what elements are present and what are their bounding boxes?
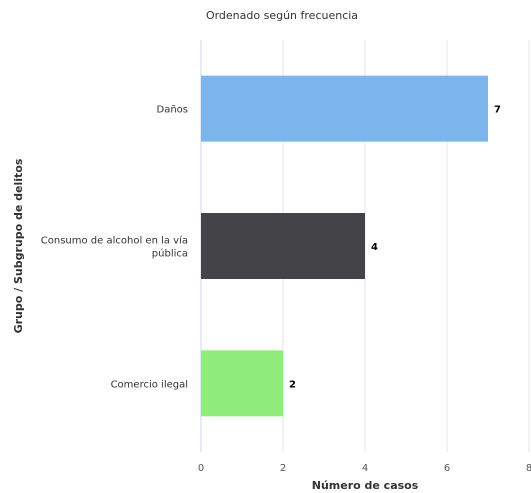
data-label: 4 <box>371 242 378 253</box>
category-label: Consumo de alcohol en la vía pública <box>41 235 188 260</box>
x-tick-label: 6 <box>444 463 450 474</box>
x-tick-label: 0 <box>198 463 204 474</box>
y-axis-title: Grupo / Subgrupo de delitos <box>12 158 25 333</box>
bar[interactable] <box>201 213 365 279</box>
category-label: Comercio ilegal <box>111 379 188 390</box>
chart-subtitle: Ordenado según frecuencia <box>206 9 358 22</box>
data-labels: 7 4 2 <box>289 105 501 391</box>
bar[interactable] <box>201 350 283 417</box>
x-axis-title: Número de casos <box>312 479 419 492</box>
data-label: 2 <box>289 379 296 390</box>
bar[interactable] <box>201 75 488 142</box>
x-tick-label: 2 <box>280 463 286 474</box>
category-label: Daños <box>157 105 189 116</box>
x-tick-labels: 0 2 4 6 8 <box>198 463 531 474</box>
x-tick-label: 8 <box>526 463 531 474</box>
data-label: 7 <box>494 105 501 116</box>
bars <box>201 75 488 417</box>
category-labels: Daños Consumo de alcohol en la vía pública… <box>41 105 188 391</box>
x-tick-label: 4 <box>362 463 368 474</box>
